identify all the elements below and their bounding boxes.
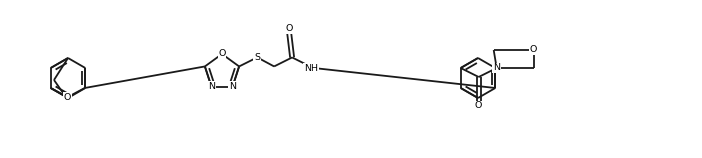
Text: O: O — [286, 24, 293, 33]
Text: N: N — [494, 64, 501, 73]
Text: O: O — [218, 49, 225, 58]
Text: O: O — [475, 101, 482, 110]
Text: N: N — [208, 82, 215, 91]
Text: O: O — [530, 46, 537, 55]
Text: NH: NH — [304, 64, 318, 73]
Text: O: O — [64, 92, 72, 101]
Text: N: N — [494, 64, 501, 73]
Text: S: S — [254, 53, 260, 62]
Text: N: N — [229, 82, 236, 91]
